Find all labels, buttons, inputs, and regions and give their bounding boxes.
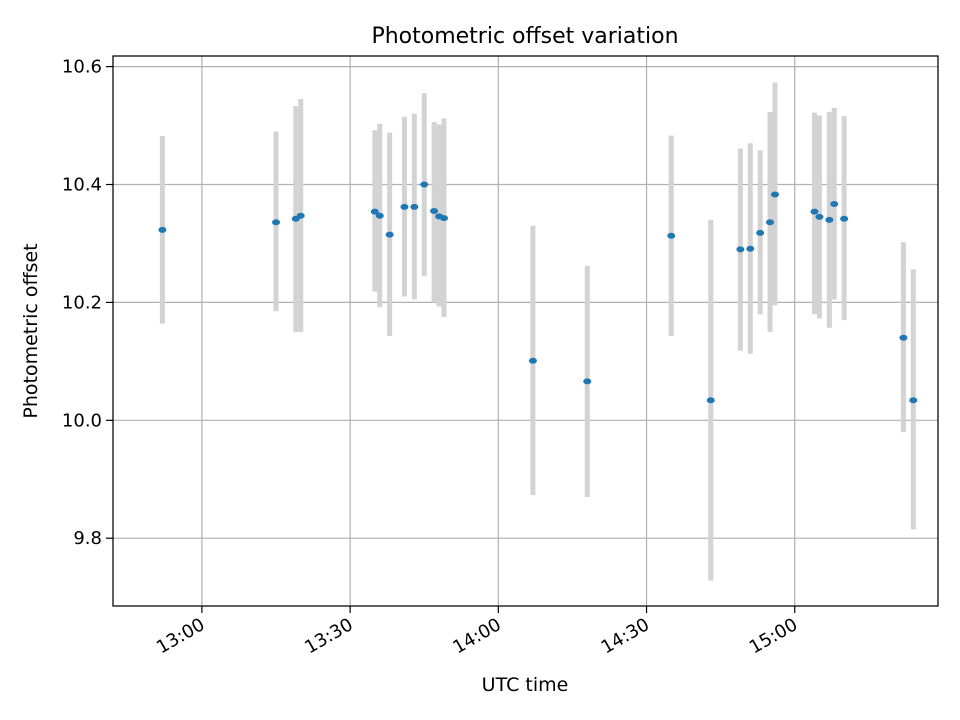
data-point — [706, 397, 715, 404]
data-point — [830, 200, 839, 207]
data-point — [400, 203, 409, 210]
plot-background — [113, 56, 938, 606]
data-point — [756, 229, 765, 236]
data-point — [385, 231, 394, 238]
data-point — [158, 226, 167, 233]
data-point — [370, 208, 379, 215]
data-point — [439, 215, 448, 222]
data-point — [375, 212, 384, 219]
y-axis-label: Photometric offset — [20, 243, 42, 418]
data-point — [296, 212, 305, 219]
y-tick-label: 10.0 — [62, 410, 102, 431]
data-point — [825, 216, 834, 223]
data-point — [909, 397, 918, 404]
data-point — [667, 232, 676, 239]
y-tick-label: 10.4 — [62, 175, 102, 196]
data-point — [528, 357, 537, 364]
plot-frame — [112, 55, 939, 607]
data-point — [815, 213, 824, 220]
y-axis: 9.8 10.0 10.2 10.4 10.6 — [62, 57, 113, 549]
data-point — [746, 245, 755, 252]
data-point — [272, 219, 281, 226]
y-tick-label: 9.8 — [73, 528, 102, 549]
chart-title: Photometric offset variation — [371, 24, 678, 49]
data-point — [770, 191, 779, 198]
data-point — [583, 378, 592, 385]
data-point — [420, 181, 429, 188]
y-tick-label: 10.6 — [62, 57, 102, 78]
data-points — [158, 181, 918, 404]
data-point — [430, 208, 439, 215]
data-point — [766, 219, 775, 226]
data-point — [810, 208, 819, 215]
x-axis-label: UTC time — [482, 674, 569, 696]
grid — [113, 56, 938, 606]
plot-area — [112, 55, 939, 607]
data-point — [840, 215, 849, 222]
data-point — [899, 334, 908, 341]
data-point — [410, 203, 419, 210]
y-tick-label: 10.2 — [62, 292, 102, 313]
data-point — [736, 246, 745, 253]
